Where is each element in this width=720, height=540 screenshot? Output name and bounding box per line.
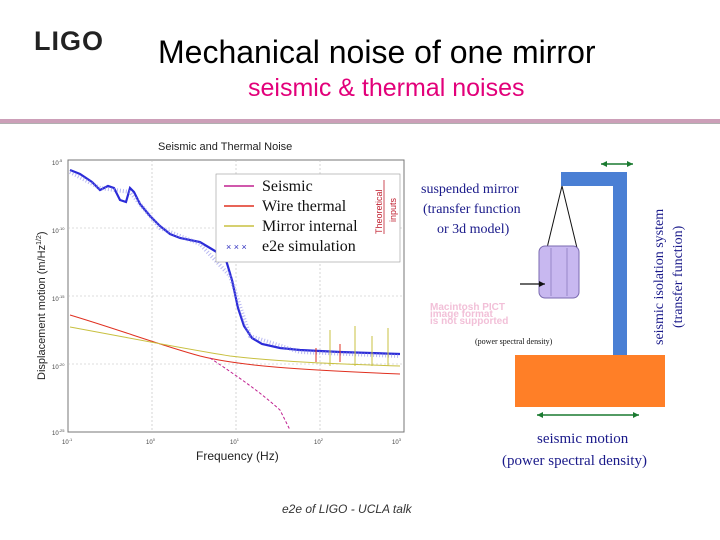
wire-resonance-peaks [315, 344, 341, 362]
y-axis-label: Displacement motion (m/Hz1/2) [36, 232, 48, 381]
mirror-internal-curve [69, 326, 401, 367]
mirror-label-line-1: suspended mirror [421, 182, 519, 197]
x-tick-label-4: 102 [314, 437, 324, 446]
y-tick-label-1: 10-5 [52, 158, 63, 167]
isolation-stack-top [561, 172, 627, 186]
slide-subtitle: seismic & thermal noises [248, 74, 525, 102]
chart-legend: × × × Seismic Wire thermal Mirror intern… [215, 173, 401, 263]
slide-title: Mechanical noise of one mirror [158, 34, 596, 70]
seismic-curve [209, 357, 291, 431]
x-axis-label: Frequency (Hz) [196, 449, 279, 463]
isolation-stack-pillar [613, 172, 627, 355]
x-tick-label-1: 10-1 [62, 437, 73, 446]
svg-text:image format: image format [430, 309, 493, 320]
legend-label-mirror: Mirror internal [262, 218, 358, 235]
unsupported-image-placeholder: Macintosh PICT image format is not suppo… [430, 302, 508, 327]
ground-block [515, 355, 665, 407]
noise-chart: Seismic and Thermal Noise Displacement m… [36, 141, 405, 463]
suspension-wire-right [561, 185, 578, 249]
isolation-label-line-1: seismic isolation system [652, 209, 667, 345]
seismic-motion-label-line-1: seismic motion [537, 431, 629, 447]
x-tick-label-2: 100 [146, 437, 156, 446]
seismic-motion-label-line-2: (power spectral density) [502, 453, 647, 469]
mirror-resonance-peaks [329, 326, 389, 366]
y-tick-label-2: 10-10 [52, 226, 65, 235]
title-divider-shadow [0, 123, 720, 124]
legend-note-theoretical: Theoretical [374, 189, 384, 234]
legend-label-wire: Wire thermal [262, 198, 347, 215]
legend-label-seismic: Seismic [262, 178, 313, 195]
title-divider [0, 119, 720, 123]
y-tick-label-4: 10-20 [52, 362, 65, 371]
chart-title: Seismic and Thermal Noise [158, 141, 292, 153]
x-tick-label-3: 101 [230, 437, 240, 446]
slide-footer: e2e of LIGO - UCLA talk [282, 502, 412, 516]
isolation-label-line-2: (transfer function) [671, 225, 686, 328]
ligo-logo: LIGO [34, 26, 104, 56]
mirror-label-line-2: (transfer function [423, 202, 521, 217]
mirror-diagram: Macintosh PICT image format is not suppo… [421, 161, 686, 469]
y-tick-label-5: 10-25 [52, 428, 65, 437]
y-tick-label-3: 10-15 [52, 294, 65, 303]
psd-label: (power spectral density) [475, 337, 553, 346]
wire-thermal-curve [69, 314, 401, 375]
legend-label-e2e: e2e simulation [262, 238, 356, 255]
mirror-label-line-3: or 3d model) [437, 222, 510, 237]
legend-swatch-e2e: × × × [226, 242, 247, 252]
legend-note-inputs: inputs [388, 197, 398, 222]
mirror-body [538, 245, 580, 299]
svg-text:is not supported: is not supported [430, 316, 508, 327]
e2e-simulation-curve [69, 168, 401, 356]
x-tick-label-5: 103 [392, 437, 402, 446]
svg-text:Macintosh PICT: Macintosh PICT [430, 302, 505, 313]
suspension-wire-left [546, 185, 563, 249]
